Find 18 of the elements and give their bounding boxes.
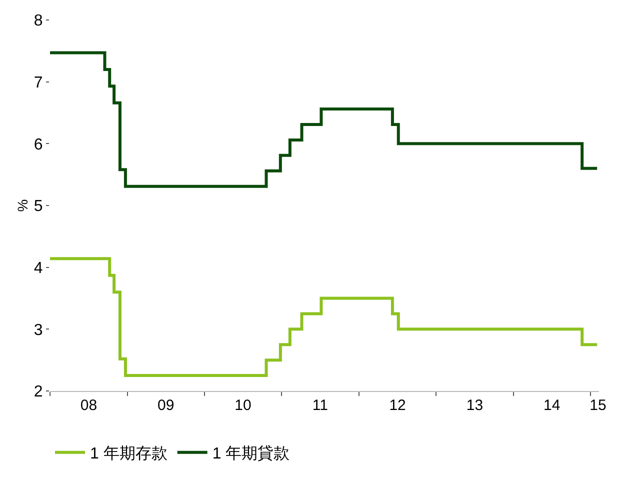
legend-label: 1 年期貸款	[212, 444, 290, 463]
y-axis-title: %	[14, 199, 30, 212]
x-tick-label: 14	[544, 397, 560, 414]
x-tick-label: 10	[234, 397, 252, 414]
y-tick-label: 3	[34, 322, 43, 339]
legend-label: 1 年期存款	[90, 444, 168, 463]
x-tick-label: 09	[158, 397, 174, 414]
x-tick-label: 08	[80, 397, 98, 414]
x-tick-label: 11	[312, 397, 328, 414]
x-tick-label: 15	[590, 397, 606, 414]
y-tick-label: 5	[34, 198, 43, 216]
y-tick-label: 6	[34, 136, 43, 154]
x-tick-label: 12	[389, 397, 406, 414]
y-tick-label: 2	[34, 384, 43, 401]
y-tick-label: 7	[34, 74, 43, 92]
x-tick-label: 13	[466, 397, 484, 414]
y-tick-label: 4	[34, 260, 43, 277]
y-tick-label: 8	[34, 12, 43, 30]
